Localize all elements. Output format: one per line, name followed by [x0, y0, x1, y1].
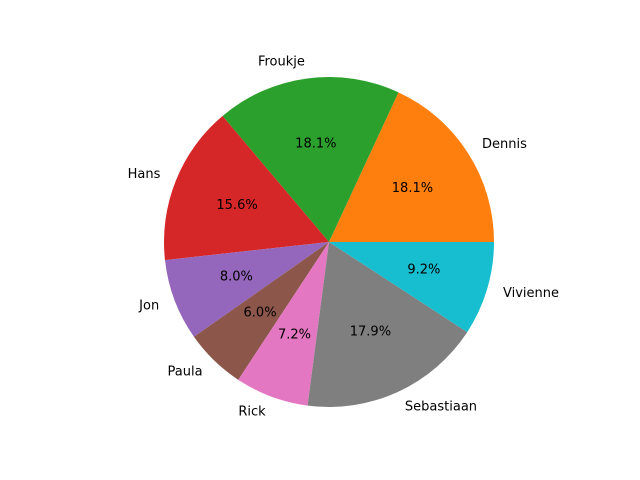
- pie-percent-label-hans: 15.6%: [216, 198, 257, 213]
- pie-percent-label-jon: 8.0%: [220, 269, 253, 284]
- pie-percent-label-dennis: 18.1%: [392, 181, 433, 196]
- pie-percent-label-sebastiaan: 17.9%: [350, 324, 391, 339]
- pie-slice-froukje: [222, 76, 399, 242]
- pie-category-label-vivienne: Vivienne: [503, 286, 559, 301]
- pie-percent-label-vivienne: 9.2%: [407, 263, 440, 278]
- pie-percent-label-paula: 6.0%: [244, 306, 277, 321]
- pie-category-label-sebastiaan: Sebastiaan: [405, 399, 477, 414]
- pie-percent-label-froukje: 18.1%: [295, 136, 336, 151]
- pie-slice-jon: [164, 242, 329, 337]
- pie-category-labels: Dennis Froukje Hans Jon Paula Rick Sebastiaan V…: [128, 55, 559, 420]
- pie-category-label-dennis: Dennis: [482, 137, 527, 152]
- pie-category-label-paula: Paula: [168, 365, 203, 380]
- pie-slice-vivienne: [329, 242, 494, 333]
- pie-percent-labels: 18.1% 18.1% 15.6% 8.0% 6.0%7.2% 17.9% 9.2%: [216, 136, 440, 342]
- pie-slice-sebastiaan: [307, 242, 468, 407]
- pie-category-label-froukje: Froukje: [258, 55, 305, 70]
- pie-category-label-jon: Jon: [138, 299, 159, 314]
- pie-percent-label-rick: 7.2%: [278, 327, 311, 342]
- pie-slice-paula: [193, 242, 329, 380]
- pie-slice-dennis: [329, 92, 494, 242]
- pie-slice-rick: [238, 242, 329, 406]
- pie-slice-hans: [163, 115, 329, 261]
- pie-slices: [163, 76, 494, 407]
- pie-category-label-hans: Hans: [128, 167, 161, 182]
- pie-category-label-rick: Rick: [238, 405, 266, 420]
